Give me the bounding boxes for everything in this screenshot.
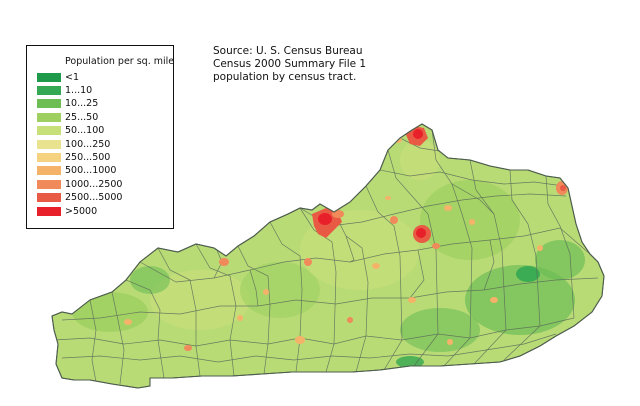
legend-label: 500...1000 [65,165,117,177]
source-line-3: population by census tract. [213,71,357,83]
legend-item: 1...10 [37,84,92,96]
legend-swatch [37,126,61,136]
legend-label: 10...25 [65,98,99,110]
state-border [51,123,605,389]
source-note: Source: U. S. Census Bureau Census 2000 … [213,45,366,84]
legend-label: 1...10 [65,84,93,96]
legend-swatch [37,139,61,149]
legend-title: Population per sq. mile [65,56,175,67]
legend-item: 10...25 [37,98,98,110]
legend-item: 500...1000 [37,165,116,177]
legend-item: 100...250 [37,138,110,150]
legend-swatch [37,179,61,189]
legend-item: 25...50 [37,111,98,123]
legend-swatch [37,112,61,122]
legend-item: 1000...2500 [37,178,122,190]
legend-label: 100...250 [65,138,111,150]
legend-label: <1 [65,71,80,83]
legend-item: <1 [37,71,79,83]
legend-swatch [37,206,61,216]
legend-swatch [37,166,61,176]
legend-label: 2500...5000 [65,192,123,204]
legend-item: 50...100 [37,125,104,137]
legend-swatch [37,99,61,109]
legend-label: 250...500 [65,151,111,163]
legend-swatch [37,152,61,162]
regional-density-patches [72,140,585,368]
map-legend: Population per sq. mile <1 1...10 10...25 2… [26,45,174,229]
legend-item: >5000 [37,205,97,217]
legend-item: 250...500 [37,151,110,163]
legend-swatch [37,72,61,82]
legend-swatch [37,85,61,95]
legend-label: >5000 [65,205,98,217]
source-line-1: Source: U. S. Census Bureau [213,45,363,57]
legend-label: 50...100 [65,125,105,137]
legend-label: 25...50 [65,111,99,123]
source-line-2: Census 2000 Summary File 1 [213,58,367,70]
legend-label: 1000...2500 [65,178,123,190]
legend-item: 2500...5000 [37,192,122,204]
legend-swatch [37,193,61,203]
